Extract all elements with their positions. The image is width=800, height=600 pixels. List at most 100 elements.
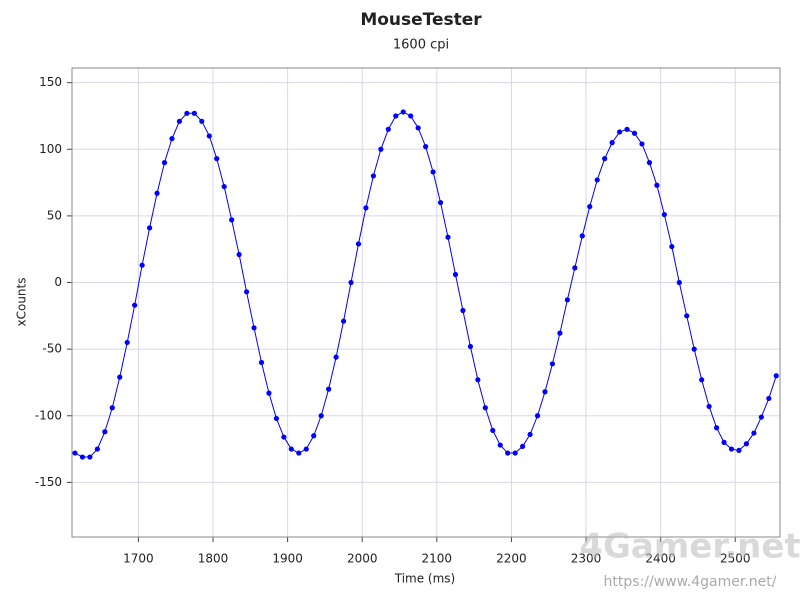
x-tick-label: 1800 <box>198 552 229 566</box>
data-point <box>430 169 436 175</box>
data-point <box>751 430 757 436</box>
data-point <box>706 403 712 410</box>
data-point <box>221 183 227 190</box>
data-point <box>139 262 145 268</box>
data-point <box>594 177 600 183</box>
data-point <box>773 373 779 379</box>
data-point <box>333 354 339 360</box>
y-axis-label: xCounts <box>15 278 29 327</box>
data-point <box>736 447 742 453</box>
data-point <box>124 339 130 346</box>
data-point <box>199 118 205 124</box>
data-point <box>616 129 623 135</box>
data-point <box>72 450 78 456</box>
data-point <box>117 374 123 380</box>
data-point <box>370 173 377 179</box>
data-point <box>475 377 481 383</box>
data-point <box>273 415 280 422</box>
data-point <box>646 159 653 166</box>
data-point <box>691 346 697 352</box>
data-point <box>490 427 496 434</box>
x-tick-label: 2300 <box>571 552 602 566</box>
data-point <box>676 279 682 286</box>
data-point <box>132 302 138 308</box>
data-point <box>393 113 399 119</box>
data-point <box>452 271 459 278</box>
data-point <box>161 159 168 166</box>
data-point <box>378 146 384 152</box>
data-point <box>527 431 533 438</box>
data-point <box>400 109 406 115</box>
data-point <box>102 429 108 435</box>
data-point <box>609 140 615 146</box>
data-point <box>557 330 563 336</box>
data-point <box>281 434 287 440</box>
data-point <box>184 110 190 116</box>
data-point <box>721 439 727 446</box>
data-point <box>251 325 257 331</box>
data-point <box>363 205 369 211</box>
data-point <box>296 450 302 456</box>
data-point <box>549 361 556 367</box>
data-point <box>661 211 667 218</box>
data-point <box>191 110 197 116</box>
data-point <box>572 265 578 271</box>
data-point <box>266 390 272 396</box>
data-point <box>206 133 212 139</box>
data-point <box>340 318 347 324</box>
data-point <box>482 405 488 411</box>
data-point <box>579 233 585 239</box>
x-tick-label: 2000 <box>347 552 378 566</box>
data-point <box>445 234 451 240</box>
x-tick-label: 1900 <box>272 552 303 566</box>
data-point <box>303 446 309 452</box>
data-point <box>467 343 473 350</box>
chart-title: MouseTester <box>360 10 482 30</box>
data-point <box>542 389 548 395</box>
x-tick-label: 2500 <box>720 552 751 566</box>
watermark: 4Gamer.net <box>579 527 800 567</box>
data-point <box>423 144 429 150</box>
data-point <box>654 182 660 188</box>
x-axis-label: Time (ms) <box>394 572 456 586</box>
series-line <box>74 111 777 458</box>
data-point <box>505 450 511 456</box>
x-tick-label: 2400 <box>645 552 676 566</box>
chart-subtitle: 1600 cpi <box>393 38 449 53</box>
data-point <box>288 446 294 452</box>
data-point <box>743 441 750 447</box>
data-point <box>587 203 593 210</box>
y-tick-label: -100 <box>35 408 62 422</box>
y-tick-label: -150 <box>35 475 62 489</box>
data-point <box>437 199 444 206</box>
data-point <box>534 413 541 419</box>
data-point <box>631 130 638 136</box>
data-point <box>699 377 705 383</box>
data-point <box>728 446 735 452</box>
plot-area: 1700 1800 1900 2000 2100 2200 2300 2400 2500 -150… <box>35 68 780 566</box>
y-tick-label: 150 <box>39 75 62 89</box>
data-point <box>684 313 690 319</box>
y-tick-label: 0 <box>54 275 62 289</box>
data-point <box>624 126 630 132</box>
data-point <box>176 118 183 124</box>
data-point <box>669 243 675 250</box>
data-point <box>236 251 242 258</box>
data-point <box>460 307 466 314</box>
data-point <box>214 156 220 162</box>
data-point <box>758 414 764 420</box>
data-point <box>639 141 645 147</box>
data-point <box>497 442 503 448</box>
data-point <box>408 113 414 119</box>
data-point <box>154 190 160 196</box>
data-point <box>169 136 175 142</box>
data-point <box>243 289 250 295</box>
y-tick-label: -50 <box>42 342 62 356</box>
data-point <box>146 225 153 231</box>
data-point <box>258 359 265 366</box>
data-point <box>564 297 570 303</box>
data-point <box>87 454 93 460</box>
data-point <box>512 450 518 456</box>
data-point <box>520 443 526 449</box>
data-point <box>602 156 608 162</box>
